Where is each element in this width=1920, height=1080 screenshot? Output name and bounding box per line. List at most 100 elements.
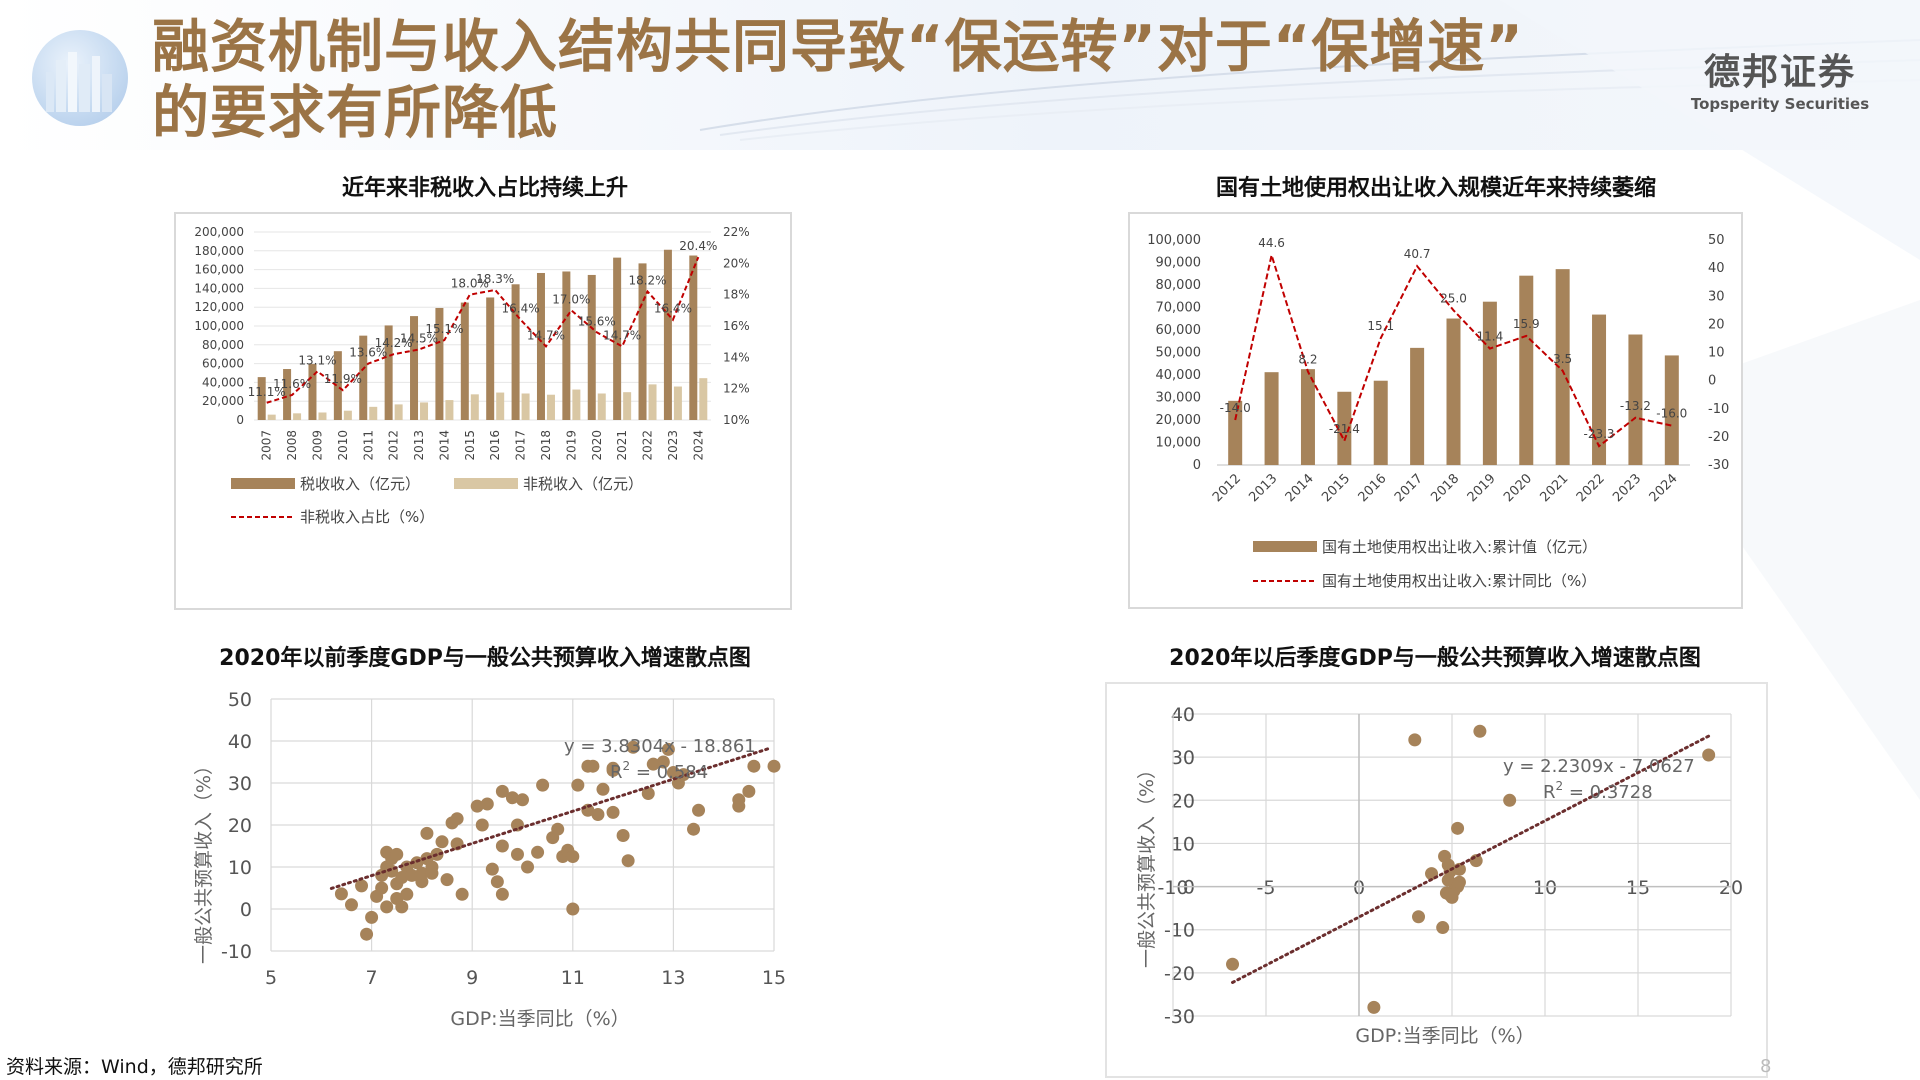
x-tick-label: -5 [1257,877,1276,899]
land-revenue-bar [1410,347,1425,465]
r-squared-label: R2 = 0.584 [610,759,708,783]
trend-equation: y = 3.8304x - 18.861 [564,736,756,757]
yoy-data-label: -16.0 [1656,407,1687,421]
x-tick-label: 2008 [285,430,299,461]
land-revenue-bar [1628,334,1643,465]
legend-swatch-land-revenue [1253,541,1317,552]
ratio-data-label: 15.6% [578,314,616,328]
scatter-point [586,759,600,773]
x-tick-label: 2016 [1356,471,1390,505]
page-title: 融资机制与收入结构共同导致“保运转”对于“保增速” 的要求有所降低 [152,14,1632,146]
r-squared-superscript: 2 [623,759,631,773]
scatter-point [1443,888,1457,902]
scatter-point [425,866,439,880]
x-tick-label: 2020 [1501,471,1535,505]
ratio-data-label: 15.1% [425,322,463,336]
y-left-tick-label: 120,000 [194,300,244,314]
y-right-tick-label: 20% [723,256,750,270]
tax-bar [486,297,495,420]
legend-swatch-tax [231,478,295,489]
legend-label-nontax: 非税收入（亿元） [523,475,643,493]
scatter-point [521,860,535,874]
yoy-data-label: 25.0 [1440,291,1467,305]
scatter-point [1473,724,1487,738]
y-left-tick-label: 80,000 [1156,278,1202,293]
ratio-data-label: 16.4% [502,302,540,316]
x-tick-label: 13 [661,967,685,989]
x-tick-label: 2021 [615,430,629,461]
nontax-bar [699,378,708,420]
y-right-tick-label: 30 [1708,289,1725,304]
scatter-point [596,782,610,796]
x-tick-label: 2022 [641,430,655,461]
nontax-bar [673,386,682,420]
y-tick-label: 40 [228,731,252,753]
page-title-line1: 融资机制与收入结构共同导致“保运转”对于“保增速” [152,14,1524,80]
ratio-line [266,256,700,404]
scatter-point [571,778,585,792]
x-tick-label: 15 [1626,877,1650,899]
scatter-point [420,826,434,840]
scatter-point [1367,1000,1381,1014]
tax-bar [460,302,469,420]
scatter-point [505,791,519,805]
y-tick-label: -10 [221,941,252,963]
y-left-tick-label: 0 [1193,458,1201,473]
tax-bar [384,325,393,420]
x-tick-label: 2017 [514,430,528,461]
y-left-tick-label: 70,000 [1156,301,1202,316]
x-tick-label: 2018 [539,430,553,461]
scatter-point [1452,862,1466,876]
scatter-point [767,759,781,773]
scatter-point [606,761,620,775]
y-left-tick-label: 160,000 [194,263,244,277]
y-right-tick-label: -20 [1708,430,1729,445]
y-right-tick-label: 0 [1708,374,1716,389]
land-revenue-bar [1482,301,1497,465]
y-left-tick-label: 60,000 [202,357,244,371]
yoy-data-label: 15.9 [1513,317,1540,331]
scatter-point [656,755,670,769]
scatter-point [344,898,358,912]
scatter-point [495,784,509,798]
x-tick-label: 2023 [666,430,680,461]
nontax-bar [420,402,429,420]
scatter-point [470,799,484,813]
y-tick-label: 20 [228,815,252,837]
nontax-bar [572,389,581,420]
land-revenue-bar [1664,355,1679,465]
nontax-bar [597,393,606,420]
scatter-point [495,839,509,853]
x-tick-label: 2014 [1283,471,1317,505]
scatter-point [641,787,655,800]
scatter-point [742,784,756,798]
ratio-data-label: 17.0% [552,292,590,306]
ratio-data-label: 14.7% [527,328,565,342]
scatter-point [616,829,630,842]
chart4-title: 2020年以后季度GDP与一般公共预算收入增速散点图 [1169,646,1701,671]
scatter-point [551,822,565,836]
y-left-tick-label: 200,000 [194,225,244,239]
brand-name-cn: 德邦证券 [1703,52,1856,93]
y-left-tick-label: 90,000 [1156,256,1202,271]
yoy-data-label: 15.1 [1367,319,1394,333]
scatter-point [646,757,660,771]
scatter-point [626,740,640,754]
yoy-line [1234,251,1673,448]
x-tick-label: 2012 [1210,471,1244,505]
chart2-panel: 100,000 90,000 80,000 70,000 60,000 50,000 40,… [1128,212,1743,609]
ratio-data-label: 11.6% [273,377,311,391]
scatter-point [380,900,394,914]
ratio-data-label: 18.0% [451,277,489,291]
tax-bar [562,271,571,420]
page-title-line2: 的要求有所降低 [152,80,558,146]
x-tick-label: 2024 [1647,471,1681,505]
scatter-point [450,812,464,826]
yoy-data-label: -13.2 [1620,399,1651,413]
nontax-bar [394,404,403,420]
y-right-tick-label: 14% [723,350,750,364]
tax-bar [359,335,368,420]
scatter-point [1702,748,1716,762]
city-logo [32,30,128,126]
scatter-point [566,850,580,863]
